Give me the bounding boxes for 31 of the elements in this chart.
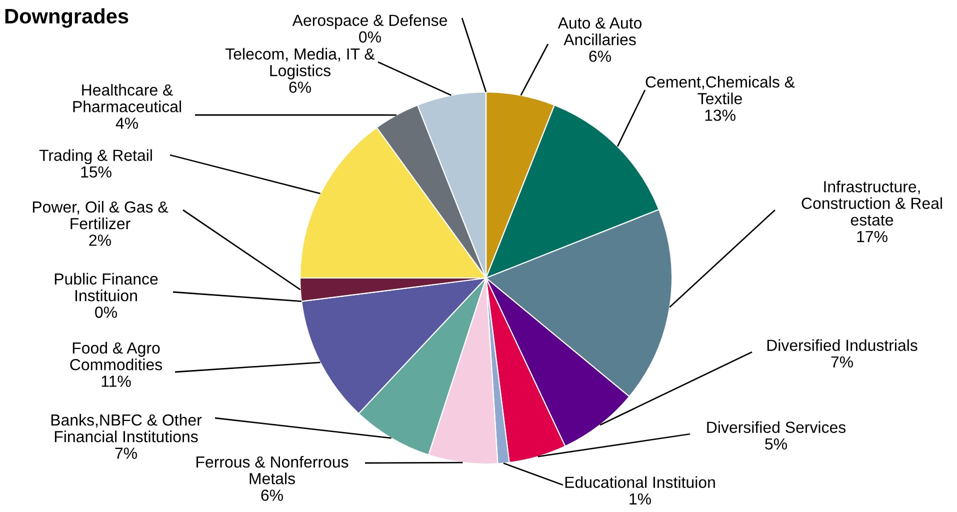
slice-label: Educational Instituion: [565, 476, 715, 488]
slice-label: Auto & Auto Ancillaries: [558, 17, 642, 46]
data-label: 2%: [89, 234, 111, 246]
slice-label: Infrastructure, Construction & Real estate: [802, 180, 942, 226]
slice-label: Telecom, Media, IT & Logistics: [226, 48, 375, 80]
data-label: 5%: [765, 438, 787, 450]
data-label: 11%: [102, 376, 131, 387]
slice-label: Diversified Services: [707, 421, 846, 433]
data-label: 6%: [589, 50, 611, 62]
data-label: 4%: [116, 118, 138, 129]
data-label: 6%: [261, 490, 283, 501]
slice-label: Trading & Retail: [39, 149, 152, 164]
slice-label: Cement,Chemicals & Textile: [646, 76, 795, 104]
slice-label: Food & Agro Commodities: [70, 342, 162, 370]
data-label: 1%: [630, 493, 651, 505]
text: 0%: [359, 31, 381, 43]
data-label: 7%: [831, 356, 853, 368]
chart-title: Downgrades: [5, 8, 128, 28]
text: 0%: [95, 306, 117, 318]
data-label: 13%: [705, 110, 736, 121]
slice-label: Healthcare & Pharmaceutical: [73, 84, 181, 112]
data-label: 7%: [115, 448, 137, 459]
data-label: 17%: [857, 230, 888, 242]
data-label: 6%: [289, 82, 311, 93]
data-label: 15%: [81, 166, 112, 178]
category-label: Public Finance Instituion: [54, 272, 158, 302]
slice-label: Ferrous & Nonferrous Metals: [196, 456, 348, 484]
slice-label: Banks,NBFC & Other Financial Institutions: [51, 414, 202, 442]
slice-label: Power, Oil & Gas & Fertilizer: [32, 200, 168, 230]
category-label: Aerospace & Defense: [292, 14, 447, 30]
slice-label: Diversified Industrials: [767, 339, 918, 351]
